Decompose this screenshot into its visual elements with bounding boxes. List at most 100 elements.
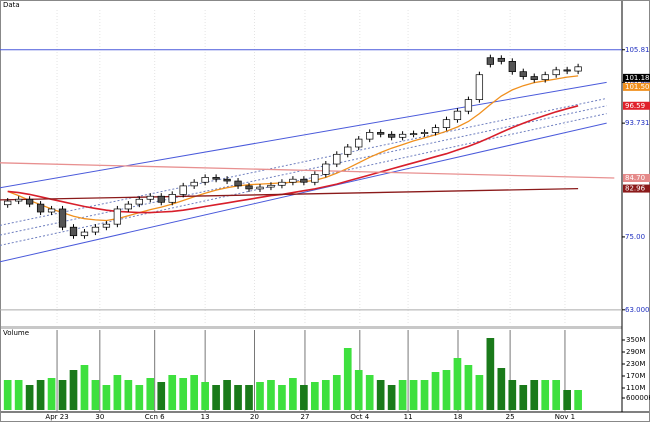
candle-body (541, 74, 549, 80)
volume-bar (223, 380, 231, 410)
candle-body (311, 173, 319, 183)
volume-y-tick-label: 350M (626, 336, 645, 344)
x-tick-label: 11 (404, 413, 413, 421)
volume-bar (464, 365, 473, 410)
volume-y-tick-label: 60000K (626, 394, 650, 402)
volume-title: Volume (3, 329, 29, 337)
candle-body (278, 181, 286, 186)
x-tick-label: 18 (454, 413, 463, 421)
price-label-box (623, 101, 650, 110)
x-tick-label: Nov 1 (555, 413, 575, 421)
volume-bar (475, 375, 484, 410)
volume-bar (552, 380, 561, 410)
volume-bar (343, 348, 352, 410)
candle-body (464, 99, 473, 112)
volume-bar (146, 378, 155, 410)
volume-bar (497, 368, 506, 410)
candle-body (387, 133, 396, 138)
volume-y-tick-label: 290M (626, 348, 645, 356)
y-tick-label: 63.0000 (625, 306, 650, 314)
volume-bar (58, 380, 67, 410)
trend-line (0, 122, 607, 263)
volume-bar (25, 385, 34, 410)
candle-body (289, 178, 297, 183)
volume-bar (453, 358, 462, 410)
volume-bar (376, 380, 385, 410)
price-label: 96.59 (625, 102, 645, 110)
x-tick-label: Apr 23 (45, 413, 68, 421)
volume-bar (234, 385, 242, 410)
volume-bar (409, 380, 418, 410)
candle-body (47, 208, 56, 213)
candle-body (15, 198, 23, 202)
candle-body (245, 185, 253, 190)
candle-body (91, 226, 100, 233)
volume-bar (311, 382, 319, 410)
candle-body (366, 132, 374, 140)
volume-bar (91, 380, 100, 410)
candle-body (36, 203, 45, 213)
y-tick-label: 105.8100 (625, 46, 650, 54)
candle-body (234, 180, 242, 187)
y-tick-label: 100.4400 (625, 78, 650, 86)
volume-bar (300, 385, 308, 410)
volume-y-tick-label: 170M (626, 372, 645, 380)
y-tick-label: 75.00 (625, 233, 645, 241)
chart-title: Data (3, 1, 20, 9)
x-tick-label: Oct 4 (350, 413, 369, 421)
volume-bar (135, 385, 144, 410)
volume-bar (267, 380, 275, 410)
x-tick-label: 27 (301, 413, 310, 421)
candle-body (497, 57, 505, 62)
volume-bar (442, 370, 451, 410)
x-tick-label: 13 (201, 413, 210, 421)
volume-bar (212, 385, 220, 410)
volume-bar (36, 380, 45, 410)
price-label: 101.18 (625, 74, 650, 82)
candle-body (508, 61, 516, 73)
volume-bar (387, 385, 396, 410)
volume-bar (80, 365, 89, 410)
volume-bar (321, 380, 330, 410)
volume-bar (420, 380, 429, 410)
moving-average (0, 162, 615, 179)
candle-body (179, 185, 187, 195)
volume-bar (157, 382, 166, 410)
volume-bar (102, 385, 111, 410)
candle-body (420, 132, 429, 134)
candle-body (333, 153, 341, 165)
candle-body (4, 200, 12, 206)
candle-body (519, 71, 527, 77)
candle-body (190, 181, 198, 187)
volume-bar (256, 382, 264, 410)
volume-bar (563, 390, 571, 410)
price-label: 84.70 (625, 174, 645, 182)
volume-bar (201, 382, 209, 410)
x-tick-label: 20 (250, 413, 259, 421)
candle-body (157, 195, 165, 203)
volume-bar (14, 380, 23, 410)
price-label-box (623, 82, 650, 91)
candle-body (431, 127, 440, 133)
volume-y-tick-label: 230M (626, 360, 645, 368)
volume-bar (365, 375, 374, 410)
volume-bar (278, 385, 286, 410)
candle-body (530, 76, 538, 80)
volume-bar (47, 378, 56, 410)
y-tick-label: 93.7319 (625, 119, 650, 127)
volume-bar (332, 375, 341, 410)
candle-body (563, 69, 571, 72)
volume-bar (69, 370, 78, 410)
candle-body (344, 146, 352, 155)
candle-body (552, 69, 560, 76)
x-tick-label: 25 (506, 413, 515, 421)
candle-body (146, 195, 154, 200)
candle-body (409, 133, 418, 135)
candle-body (58, 208, 67, 228)
price-label: 82.96 (625, 185, 646, 193)
candle-body (355, 138, 363, 148)
volume-bar (168, 375, 177, 410)
candle-body (223, 178, 231, 182)
candle-body (453, 110, 462, 121)
